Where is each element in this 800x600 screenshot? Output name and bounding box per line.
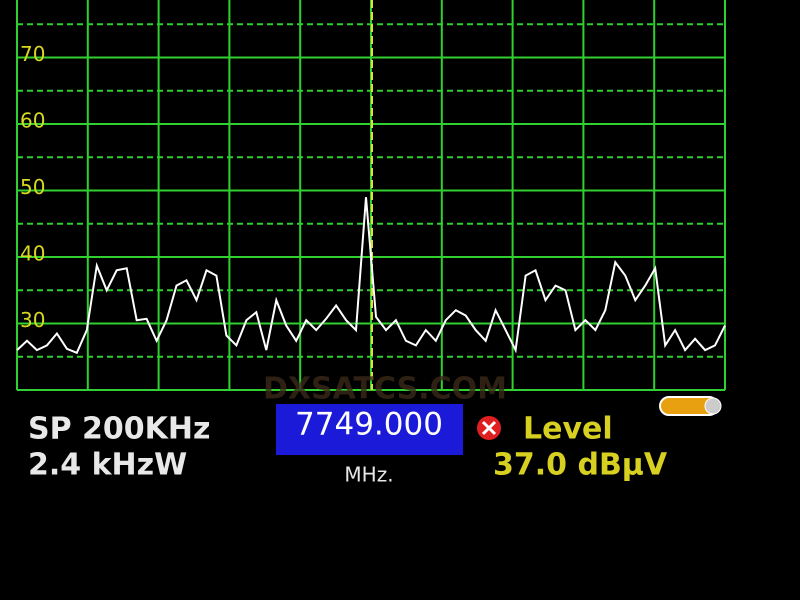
bandwidth-text: 2.4 kHzW: [28, 448, 187, 483]
level-value: 37.0 dBµV: [493, 448, 668, 483]
frequency-box: [276, 404, 463, 455]
watermark: DXSATCS.COM: [263, 372, 507, 407]
y-tick-label: 60: [20, 109, 45, 133]
frequency-value: 7749.000: [295, 407, 443, 443]
spectrum-plot: 304050607080: [16, 0, 726, 391]
y-tick-label: 70: [20, 42, 45, 66]
span-text: SP 200KHz: [28, 412, 210, 447]
level-label: Level: [523, 412, 613, 447]
y-tick-label: 40: [20, 242, 45, 266]
frequency-unit: MHz.: [344, 463, 393, 487]
y-tick-label: 30: [20, 308, 45, 332]
y-tick-label: 50: [20, 175, 45, 199]
lock-status-cross: [481, 420, 497, 436]
spectrum-trace: [16, 197, 726, 355]
battery-cap: [704, 397, 722, 415]
